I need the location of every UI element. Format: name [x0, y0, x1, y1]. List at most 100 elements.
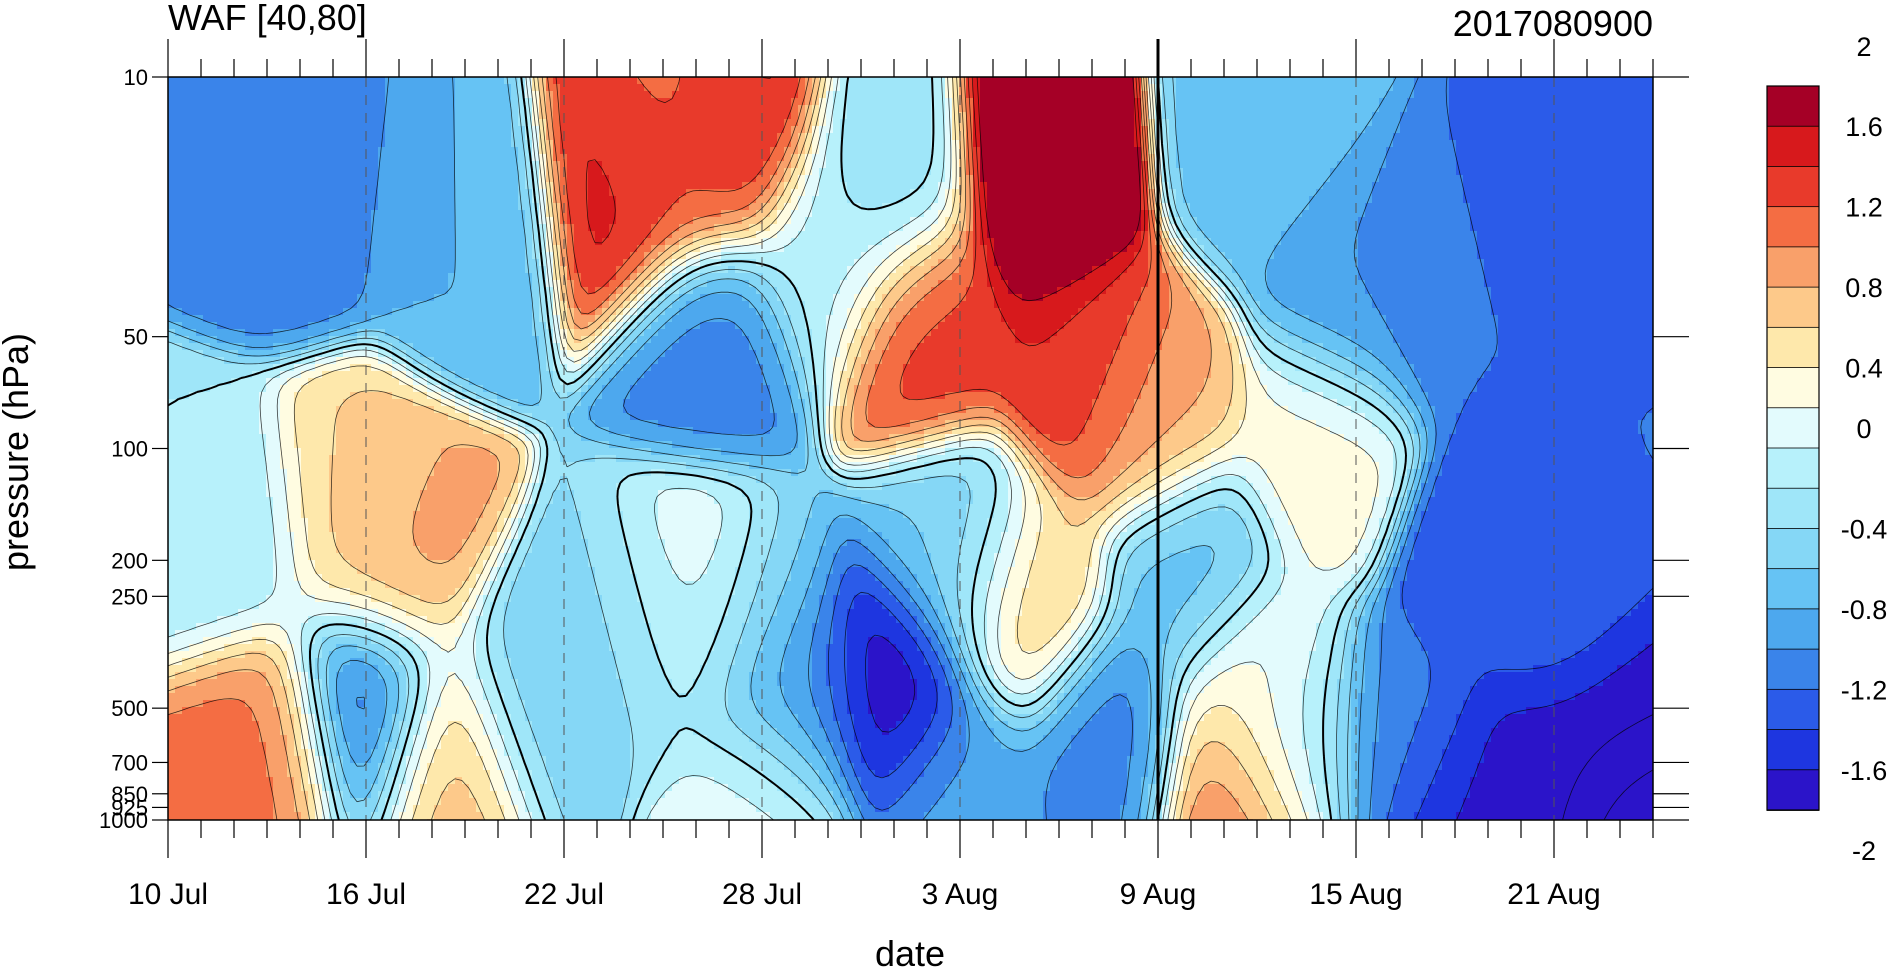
field-cell [875, 175, 883, 183]
field-cell [448, 112, 456, 120]
field-cell [1169, 105, 1177, 113]
field-cell [728, 224, 736, 232]
field-cell [854, 210, 862, 218]
field-cell [532, 175, 540, 183]
field-cell [959, 189, 967, 197]
field-cell [1463, 175, 1471, 183]
field-cell [1169, 126, 1177, 134]
field-cell [448, 175, 456, 183]
field-cell [819, 217, 827, 225]
field-cell [1512, 126, 1520, 134]
field-cell [1477, 175, 1485, 183]
field-cell [1057, 147, 1065, 155]
field-cell [546, 210, 554, 218]
field-cell [1134, 112, 1142, 120]
field-cell [336, 112, 344, 120]
field-cell [784, 210, 792, 218]
field-cell [1057, 203, 1065, 211]
field-cell [1379, 168, 1387, 176]
field-cell [259, 203, 267, 211]
field-cell [1211, 224, 1219, 232]
field-cell [777, 182, 785, 190]
field-cell [490, 140, 498, 148]
field-cell [1624, 119, 1632, 127]
field-cell [1295, 175, 1303, 183]
field-cell [441, 238, 449, 246]
field-cell [1001, 189, 1009, 197]
field-cell [728, 77, 736, 85]
field-cell [1302, 161, 1310, 169]
field-cell [1197, 84, 1205, 92]
field-cell [525, 119, 533, 127]
field-cell [1253, 84, 1261, 92]
field-cell [728, 147, 736, 155]
field-cell [273, 231, 281, 239]
field-cell [1624, 140, 1632, 148]
field-cell [595, 77, 603, 85]
field-cell [343, 77, 351, 85]
field-cell [840, 154, 848, 162]
field-cell [1603, 112, 1611, 120]
field-cell [1421, 133, 1429, 141]
field-cell [1407, 77, 1415, 85]
field-cell [602, 231, 610, 239]
field-cell [665, 168, 673, 176]
field-cell [1393, 98, 1401, 106]
field-cell [728, 210, 736, 218]
field-cell [371, 77, 379, 85]
field-cell [896, 210, 904, 218]
field-cell [1386, 77, 1394, 85]
field-cell [1015, 140, 1023, 148]
field-cell [1512, 210, 1520, 218]
field-cell [350, 224, 358, 232]
field-cell [441, 210, 449, 218]
field-cell [469, 105, 477, 113]
field-cell [980, 91, 988, 99]
field-cell [245, 126, 253, 134]
field-cell [301, 154, 309, 162]
field-cell [1232, 182, 1240, 190]
field-cell [931, 224, 939, 232]
field-cell [1281, 126, 1289, 134]
field-cell [1414, 133, 1422, 141]
field-cell [1043, 126, 1051, 134]
field-cell [203, 98, 211, 106]
field-cell [1274, 112, 1282, 120]
field-cell [637, 98, 645, 106]
field-cell [315, 210, 323, 218]
field-cell [1491, 140, 1499, 148]
field-cell [938, 91, 946, 99]
field-cell [196, 91, 204, 99]
field-cell [889, 91, 897, 99]
field-cell [1589, 98, 1597, 106]
field-cell [1169, 196, 1177, 204]
field-cell [371, 217, 379, 225]
field-cell [553, 182, 561, 190]
field-cell [455, 112, 463, 120]
field-cell [1512, 105, 1520, 113]
field-cell [266, 217, 274, 225]
field-cell [294, 140, 302, 148]
field-cell [273, 126, 281, 134]
field-cell [1302, 168, 1310, 176]
field-cell [1106, 154, 1114, 162]
field-cell [945, 119, 953, 127]
field-cell [217, 238, 225, 246]
field-cell [546, 224, 554, 232]
field-cell [665, 119, 673, 127]
field-cell [1183, 91, 1191, 99]
field-cell [1043, 182, 1051, 190]
field-cell [1029, 119, 1037, 127]
field-cell [637, 84, 645, 92]
field-cell [448, 133, 456, 141]
field-cell [735, 182, 743, 190]
field-cell [987, 161, 995, 169]
field-cell [805, 154, 813, 162]
field-cell [840, 91, 848, 99]
field-cell [1372, 84, 1380, 92]
field-cell [1344, 182, 1352, 190]
field-cell [1099, 77, 1107, 85]
field-cell [623, 91, 631, 99]
field-cell [553, 91, 561, 99]
field-cell [847, 77, 855, 85]
